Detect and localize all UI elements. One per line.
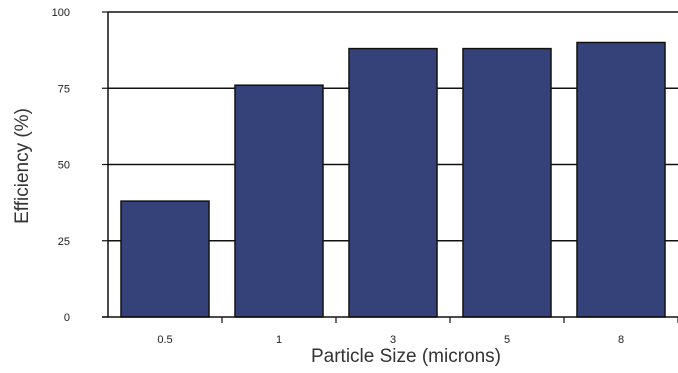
x-tick-label: 8	[618, 334, 624, 346]
x-tick-label: 0.5	[157, 334, 172, 346]
bar-1	[234, 84, 324, 318]
y-tick-labels: 0 25 50 75 100	[52, 7, 108, 324]
y-tick-label: 25	[58, 236, 70, 248]
bar-0.5	[120, 200, 210, 318]
bars	[120, 41, 666, 318]
y-tick-label: 100	[52, 7, 70, 19]
cropped-title-strip	[0, 0, 678, 9]
x-tick-label: 5	[504, 334, 510, 346]
y-tick-label: 75	[58, 83, 70, 95]
x-axis-label: Particle Size (microns)	[311, 346, 501, 367]
y-axis-label: Efficiency (%)	[12, 108, 33, 224]
bar-5	[462, 47, 552, 318]
x-tick-label: 3	[390, 334, 396, 346]
x-tick-labels: 0.5 1 3 5 8	[157, 317, 678, 346]
bar-8	[576, 41, 666, 318]
bar-3	[348, 47, 438, 318]
y-tick-label: 50	[58, 160, 70, 172]
x-tick-label: 1	[276, 334, 282, 346]
y-tick-label: 0	[64, 312, 70, 324]
